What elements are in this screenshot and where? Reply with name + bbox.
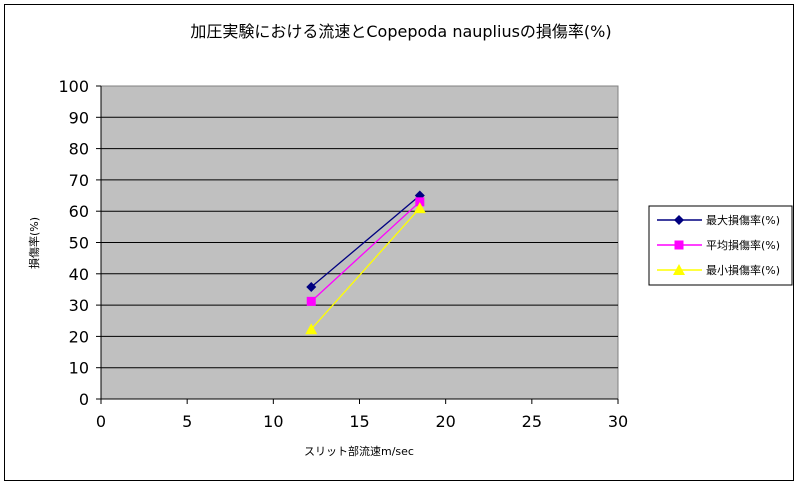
y-tick-label: 10 [69, 359, 89, 378]
y-tick-label: 40 [69, 265, 89, 284]
x-axis-label: スリット部流速m/sec [304, 444, 414, 458]
y-tick-label: 0 [79, 390, 89, 409]
y-tick-label: 30 [69, 296, 89, 315]
legend-label: 最大損傷率(%) [706, 213, 780, 227]
y-axis-label: 損傷率(%) [27, 217, 41, 269]
chart-title: 加圧実験における流速とCopepoda naupliusの損傷率(%) [190, 22, 611, 41]
legend: 最大損傷率(%) 平均損傷率(%) 最小損傷率(%) [648, 205, 793, 286]
x-tick-labels: 0 5 10 15 20 25 30 [96, 412, 628, 431]
y-tick-label: 60 [69, 202, 89, 221]
legend-label: 平均損傷率(%) [706, 238, 780, 252]
y-tick-labels: 0 10 20 30 40 50 60 70 80 90 100 [58, 77, 89, 409]
y-tick-label: 20 [69, 327, 89, 346]
x-tick-label: 30 [608, 412, 628, 431]
x-tick-label: 5 [182, 412, 192, 431]
legend-item: 平均損傷率(%) [657, 238, 780, 252]
chart: 加圧実験における流速とCopepoda naupliusの損傷率(%) 0 10 2… [27, 22, 793, 458]
series-3 [305, 202, 426, 335]
legend-marker [673, 264, 685, 275]
axes [100, 86, 618, 400]
series-line [310, 201, 421, 302]
series-line [310, 207, 421, 330]
y-tick-label: 90 [69, 108, 89, 127]
series-2 [306, 197, 425, 306]
data-point [306, 281, 317, 292]
y-tick-label: 100 [58, 77, 89, 96]
legend-marker [674, 240, 684, 250]
data-point [305, 323, 318, 335]
x-tick-label: 0 [96, 412, 106, 431]
y-tick-label: 70 [69, 171, 89, 190]
chart-frame: 加圧実験における流速とCopepoda naupliusの損傷率(%) 0 10 2… [4, 4, 794, 481]
legend-item: 最大損傷率(%) [657, 213, 780, 227]
legend-marker [674, 215, 684, 225]
x-tick-label: 15 [349, 412, 369, 431]
data-point [415, 197, 425, 207]
data-point [306, 296, 316, 306]
y-tick-label: 80 [69, 140, 89, 159]
y-tick-label: 50 [69, 234, 89, 253]
gridlines [96, 85, 619, 404]
x-tick-label: 20 [435, 412, 455, 431]
series-group [305, 190, 426, 335]
data-point [413, 202, 426, 214]
legend-label: 最小損傷率(%) [706, 263, 780, 277]
x-tick-label: 10 [263, 412, 283, 431]
series-line [310, 195, 421, 288]
legend-item: 最小損傷率(%) [657, 263, 780, 277]
x-tick-label: 25 [522, 412, 542, 431]
